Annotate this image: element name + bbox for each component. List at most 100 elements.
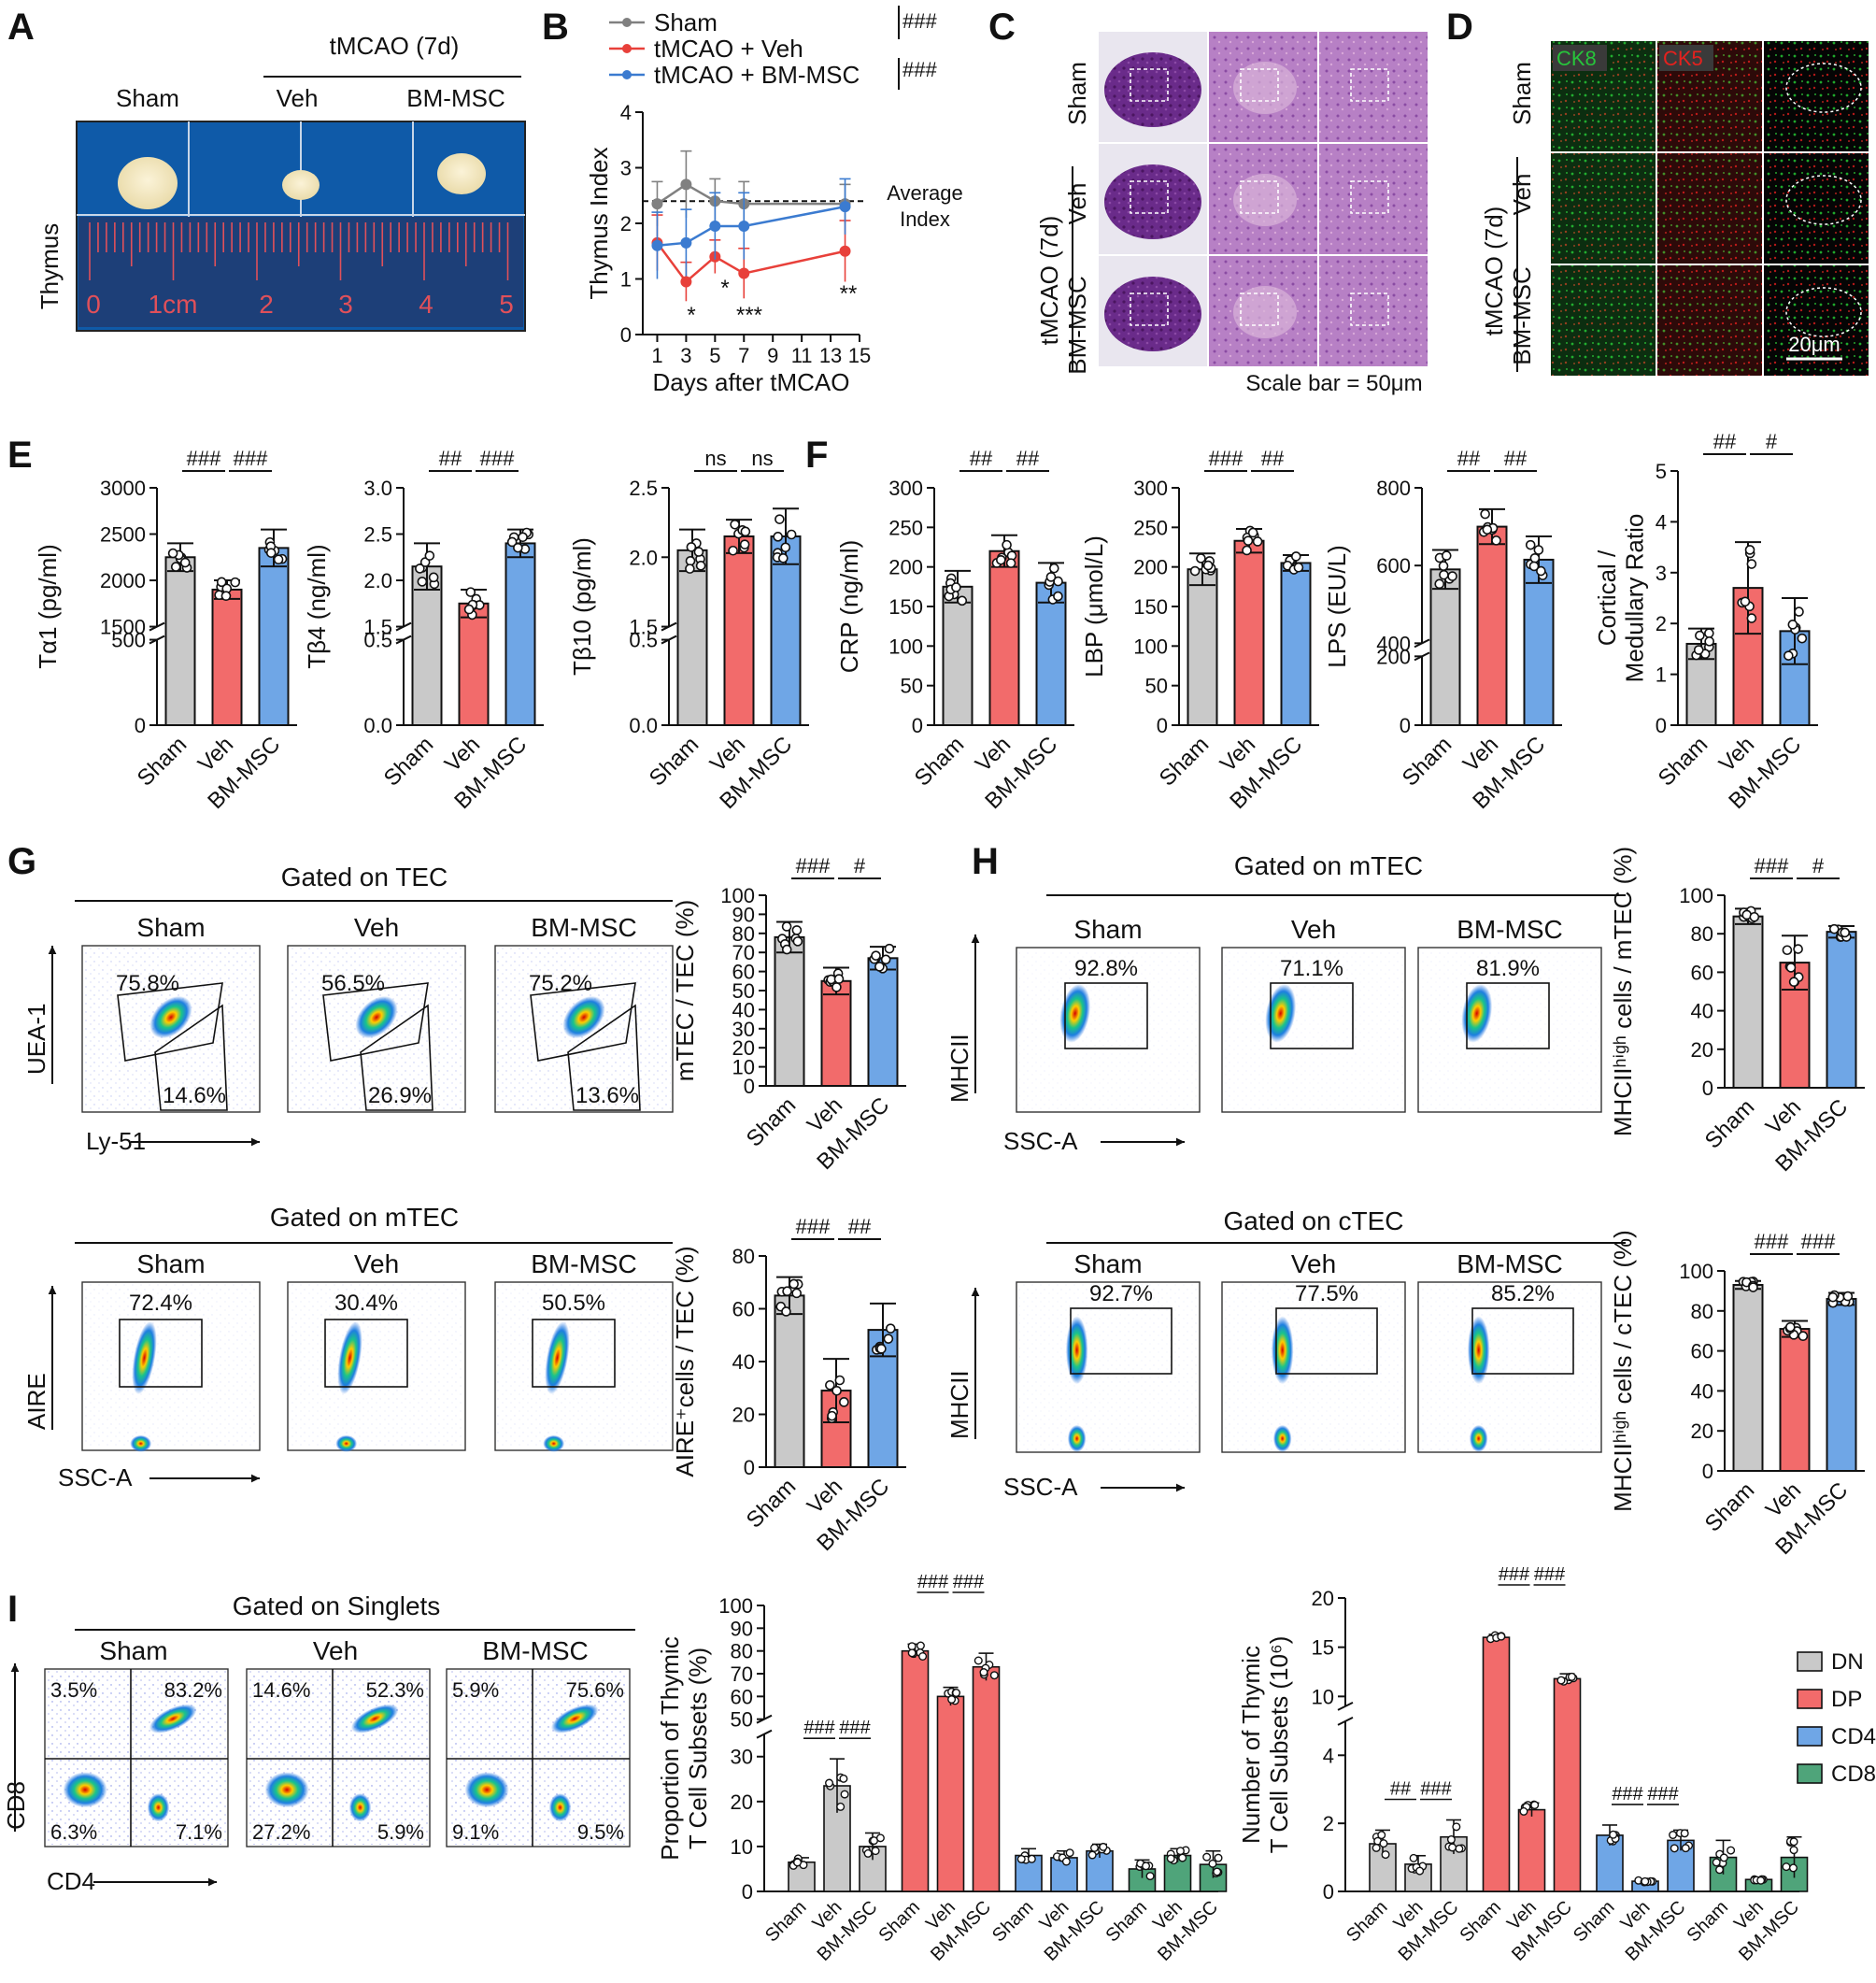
flow-density	[355, 995, 398, 1039]
data-point	[1794, 606, 1804, 617]
data-point	[918, 1652, 928, 1662]
data-point	[1061, 1857, 1071, 1866]
data-point	[791, 925, 803, 935]
series-point	[839, 245, 851, 257]
data-point	[1712, 1858, 1721, 1867]
series-point	[680, 236, 692, 249]
data-point	[1788, 977, 1799, 987]
panel-letter: C	[988, 7, 1016, 48]
y-axis-label: Cortical /Medullary Ratio	[1593, 514, 1649, 683]
y-axis-label: MHCII	[945, 1370, 974, 1439]
y-axis-arrow-head	[971, 934, 980, 944]
sig-label: ###	[796, 854, 831, 877]
data-point	[833, 974, 845, 984]
flow-density	[348, 1793, 372, 1822]
ruler-label: 4	[419, 290, 433, 319]
sig-label: ns	[751, 447, 773, 470]
flow-plot	[1221, 947, 1406, 1113]
sig-label: ###	[796, 1215, 831, 1238]
quadrant-percent: 75.6%	[566, 1678, 624, 1702]
flow-density	[1265, 984, 1297, 1043]
x-tick-label: 3	[680, 344, 691, 367]
data-point	[1439, 569, 1449, 580]
data-point	[1695, 630, 1705, 641]
data-point	[1536, 565, 1546, 577]
data-point	[1065, 1848, 1074, 1858]
col-label: Sham	[136, 913, 205, 942]
thymus-veh	[282, 170, 320, 200]
col-label: Sham	[1073, 1249, 1142, 1278]
gate-percent: 71.1%	[1280, 956, 1343, 981]
y-tick-label: 0	[912, 714, 923, 737]
x-tick-label: Sham	[910, 732, 969, 791]
legend-text: tMCAO + Veh	[654, 35, 803, 63]
data-point	[170, 562, 181, 572]
medulla-outline	[1785, 175, 1862, 225]
data-point	[1842, 1291, 1854, 1302]
bar-BM-MSC	[1826, 931, 1857, 1090]
bar-Sham	[774, 935, 805, 1087]
bar-Veh	[458, 602, 490, 726]
y-tick-label: 40	[1691, 1000, 1713, 1023]
y-tick-label: 100	[888, 635, 923, 658]
data-point	[1379, 1839, 1388, 1848]
data-point	[1049, 563, 1059, 574]
sig-label: ###	[1499, 1564, 1530, 1585]
y-tick-label: 600	[1376, 554, 1411, 578]
y-tick-label: 1500	[100, 616, 146, 639]
data-point	[1208, 1859, 1217, 1868]
y-tick-label: 80	[1691, 1300, 1713, 1323]
sig-label: ###	[234, 447, 268, 470]
data-point	[693, 547, 704, 557]
y-tick-label: 100	[720, 884, 755, 907]
row-label: Sham	[1063, 62, 1091, 125]
data-point	[836, 1802, 846, 1811]
y-tick-label: 100	[718, 1594, 753, 1618]
quadrant-percent: 5.9%	[377, 1820, 424, 1844]
data-point	[167, 548, 178, 559]
data-point	[1789, 1846, 1798, 1855]
bar-BM-MSC	[258, 547, 290, 726]
gate-lower	[567, 1004, 641, 1111]
series-point	[839, 201, 851, 213]
gate-lower	[154, 1004, 228, 1111]
data-point	[1704, 628, 1714, 638]
data-point	[1290, 551, 1301, 562]
data-point	[1782, 1862, 1791, 1872]
panel-letter: E	[7, 435, 33, 476]
data-point	[996, 554, 1006, 565]
gate-upper	[117, 982, 223, 1062]
flow-events	[249, 1671, 428, 1845]
data-point	[1202, 1852, 1212, 1862]
y-tick-label: 2.5	[629, 477, 658, 500]
data-point	[1793, 944, 1803, 954]
y-tick-label: 60	[731, 1685, 753, 1708]
flow-plot	[1417, 1281, 1602, 1453]
flow-events	[1018, 1284, 1198, 1450]
panel-letter: I	[7, 1589, 18, 1630]
legend-text: DP	[1831, 1687, 1862, 1712]
sig-label: ###	[902, 9, 937, 33]
data-point	[825, 1778, 834, 1788]
data-point	[1670, 1844, 1679, 1853]
y-tick-label: 10	[1312, 1685, 1334, 1708]
y-tick-label: 40	[732, 1350, 755, 1374]
data-point	[1142, 1862, 1151, 1871]
flow-plot	[1016, 947, 1201, 1113]
flow-events	[448, 1671, 628, 1845]
data-point	[1756, 1876, 1766, 1885]
ck5-channel	[1657, 153, 1762, 264]
y-tick-label: 10	[731, 1835, 753, 1859]
y-axis-arrow-head	[971, 1288, 980, 1297]
y-tick-label: 90	[732, 903, 755, 926]
zoom-box	[1240, 68, 1279, 102]
data-point	[863, 1848, 873, 1858]
data-point	[827, 1410, 837, 1421]
y-tick-label: 4	[1323, 1744, 1334, 1767]
x-axis-label: Days after tMCAO	[653, 368, 850, 396]
flow-events	[497, 1284, 671, 1448]
y-label-line: Medullary Ratio	[1621, 514, 1649, 683]
data-point	[1452, 1822, 1461, 1832]
medulla-outline	[1785, 63, 1862, 113]
ruler-label: 5	[499, 290, 514, 319]
